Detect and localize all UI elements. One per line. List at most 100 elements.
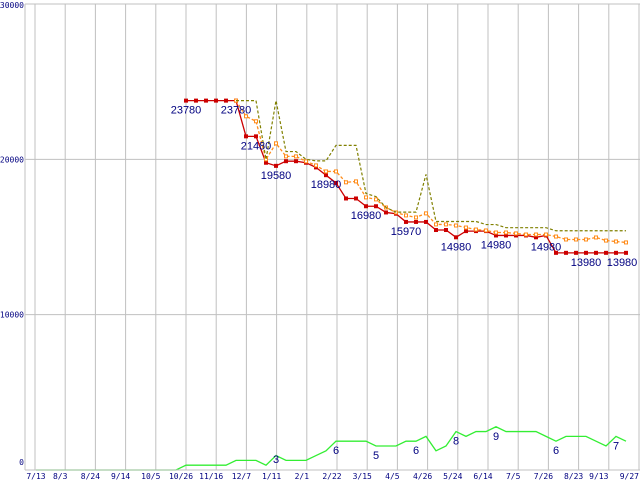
count-label: 9 [493,431,499,443]
x-tick-label: 4/26 [413,472,432,480]
avg-price-point [444,222,448,227]
x-tick-label: 3/15 [353,472,372,480]
x-tick-label: 4/5 [385,472,400,480]
price-label: 14980 [441,241,472,253]
min-price-point [504,233,508,238]
x-tick-label: 8/24 [81,472,100,480]
series-line-count [36,426,627,471]
min-price-point [464,229,468,234]
min-price-point [344,196,348,201]
avg-price-point [484,228,488,233]
x-tick-label: 9/27 [620,472,639,480]
min-price-point [314,165,318,170]
label-layer: 23780 23780 21480 19580 18980 16980 15970 14980… [171,105,638,466]
avg-price-point [564,237,568,242]
price-label: 19580 [261,170,292,182]
avg-price-point [354,179,358,184]
min-price-point [354,196,358,201]
min-price-point [224,98,228,103]
avg-price-point [494,230,498,235]
price-label: 18980 [311,179,342,191]
min-price-point [204,98,208,103]
count-label: 6 [553,445,559,457]
x-tick-label: 8/23 [564,472,583,480]
price-label: 15970 [391,226,422,238]
x-tick-label: 11/16 [199,472,223,480]
x-tick-label: 12/7 [232,472,251,480]
avg-price-point [464,225,468,230]
min-price-point [184,98,188,103]
min-price-point [334,180,338,185]
avg-price-point [374,197,378,202]
min-price-point [624,250,628,255]
min-price-point [584,250,588,255]
avg-price-point [554,234,558,239]
count-label: 7 [613,440,619,452]
min-price-point [244,134,248,139]
min-price-point [554,250,558,255]
x-tick-label: 7/26 [534,472,553,480]
avg-price-point [424,211,428,216]
y-tick-label: 0 [19,458,24,467]
series-line-max [236,100,626,232]
x-tick-label: 5/24 [443,472,462,480]
series-line-avg [235,100,627,244]
avg-price-point [314,163,318,168]
x-tick-label: 2/22 [322,472,341,480]
min-price-point [614,250,618,255]
min-price-point [214,98,218,103]
y-tick-label: 10000 [0,311,24,320]
avg-price-point [594,235,598,240]
min-price-point [274,163,278,168]
min-price-point [454,235,458,240]
min-price-point [284,159,288,164]
avg-price-point [614,239,618,244]
min-price-point [434,228,438,233]
avg-price-point [304,159,308,164]
avg-price-point [274,141,278,146]
avg-price-point [244,114,248,119]
avg-price-point [474,227,478,232]
avg-price-point [364,195,368,200]
avg-price-point [294,154,298,159]
min-price-point [364,204,368,209]
avg-price-point [284,154,288,159]
count-label: 3 [273,454,279,466]
x-tick-label: 8/3 [53,472,68,480]
avg-price-point [624,240,628,245]
avg-price-point [254,119,258,124]
price-label: 21480 [241,140,272,152]
series-layer [36,98,628,471]
x-tick-label: 7/13 [26,472,45,480]
min-price-point [594,250,598,255]
min-price-point [514,233,518,238]
x-tick-label: 9/13 [589,472,608,480]
price-label: 16980 [351,210,382,222]
min-price-point [604,250,608,255]
y-tick-label: 30000 [0,1,24,10]
avg-price-point [334,169,338,174]
min-price-point [294,159,298,164]
min-price-point [414,219,418,224]
avg-price-point [414,215,418,220]
min-price-point [194,98,198,103]
avg-price-point [404,213,408,218]
avg-price-point [454,223,458,228]
x-tick-label: 7/5 [506,472,521,480]
price-label: 13980 [571,257,602,269]
min-price-point [324,173,328,178]
price-label: 14980 [481,239,512,251]
avg-price-point [434,222,438,227]
price-label: 14980 [531,241,562,253]
avg-price-point [344,180,348,185]
grid [25,3,640,471]
min-price-point [264,160,268,165]
price-label: 23780 [171,105,202,117]
min-price-point [254,134,258,139]
avg-price-point [584,237,588,242]
min-price-point [424,219,428,224]
avg-price-point [574,237,578,242]
avg-price-point [504,230,508,235]
